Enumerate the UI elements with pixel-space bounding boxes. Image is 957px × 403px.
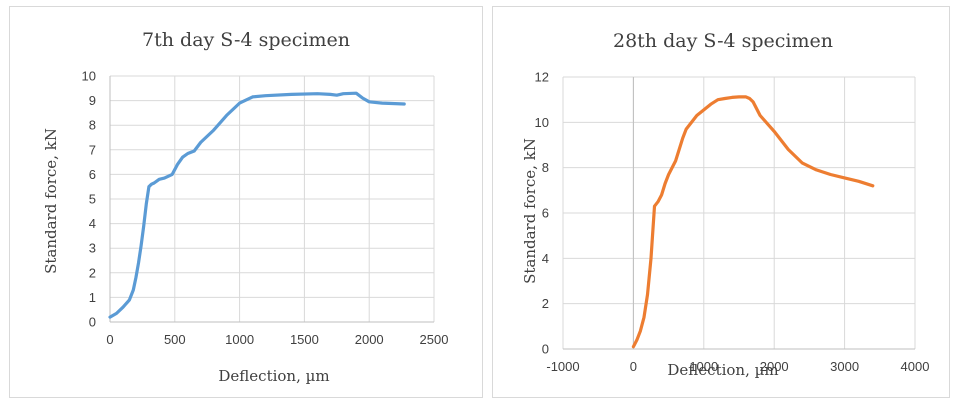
y-tick-label: 6 bbox=[89, 167, 96, 182]
chart-28th-day-svg: 28th day S-4 specimen 0 2 4 6 8 10 12 -1000 0 1000… bbox=[521, 30, 930, 379]
y-tick-label: 2 bbox=[542, 296, 549, 311]
y-tick-label: 12 bbox=[535, 70, 549, 85]
y-tick-label: 4 bbox=[89, 216, 96, 231]
series-line bbox=[631, 95, 875, 349]
y-tick-label: 0 bbox=[542, 342, 549, 357]
x-tick-label: 2000 bbox=[355, 332, 384, 347]
series-line bbox=[108, 91, 406, 319]
chart-7th-day-svg: 7th day S-4 specimen 0 1 2 3 4 5 6 7 8 9 10 0 500 1000… bbox=[42, 29, 449, 385]
x-tick-label: 4000 bbox=[901, 359, 930, 374]
y-tick-label: 6 bbox=[542, 206, 549, 221]
y-tick-label: 4 bbox=[542, 251, 549, 266]
y-tick-label: 8 bbox=[542, 160, 549, 175]
y-tick-label: 10 bbox=[82, 69, 96, 84]
y-tick-label: 10 bbox=[535, 115, 549, 130]
y-tick-label: 7 bbox=[89, 142, 96, 157]
x-axis-label: Deflection, µm bbox=[667, 361, 778, 379]
x-tick-label: 0 bbox=[106, 332, 113, 347]
chart-title: 28th day S-4 specimen bbox=[613, 30, 833, 52]
x-tick-label: 1500 bbox=[290, 332, 319, 347]
y-tick-label: 0 bbox=[89, 315, 96, 330]
y-tick-label: 8 bbox=[89, 118, 96, 133]
x-tick-label: 0 bbox=[630, 359, 637, 374]
y-tick-label: 3 bbox=[89, 241, 96, 256]
y-tick-label: 1 bbox=[89, 290, 96, 305]
y-tick-label: 5 bbox=[89, 192, 96, 207]
y-tick-label: 9 bbox=[89, 93, 96, 108]
x-tick-label: 2000 bbox=[760, 359, 789, 374]
x-tick-label: 2500 bbox=[420, 332, 449, 347]
x-tick-label: 500 bbox=[164, 332, 186, 347]
chart-panel-28th-day: 28th day S-4 specimen 0 2 4 6 8 10 12 -1000 0 1000… bbox=[492, 6, 950, 398]
x-tick-label: 1000 bbox=[225, 332, 254, 347]
y-axis-label: Standard force, kN bbox=[42, 128, 60, 274]
y-tick-label: 2 bbox=[89, 265, 96, 280]
x-tick-label: 1000 bbox=[689, 359, 718, 374]
x-tick-label: -1000 bbox=[546, 359, 579, 374]
y-axis-label: Standard force, kN bbox=[521, 138, 539, 284]
x-axis-label: Deflection, µm bbox=[218, 367, 329, 385]
chart-title: 7th day S-4 specimen bbox=[142, 29, 350, 51]
x-tick-label: 3000 bbox=[830, 359, 859, 374]
chart-panel-7th-day: 7th day S-4 specimen 0 1 2 3 4 5 6 7 8 9 10 0 500 1000… bbox=[9, 6, 483, 398]
